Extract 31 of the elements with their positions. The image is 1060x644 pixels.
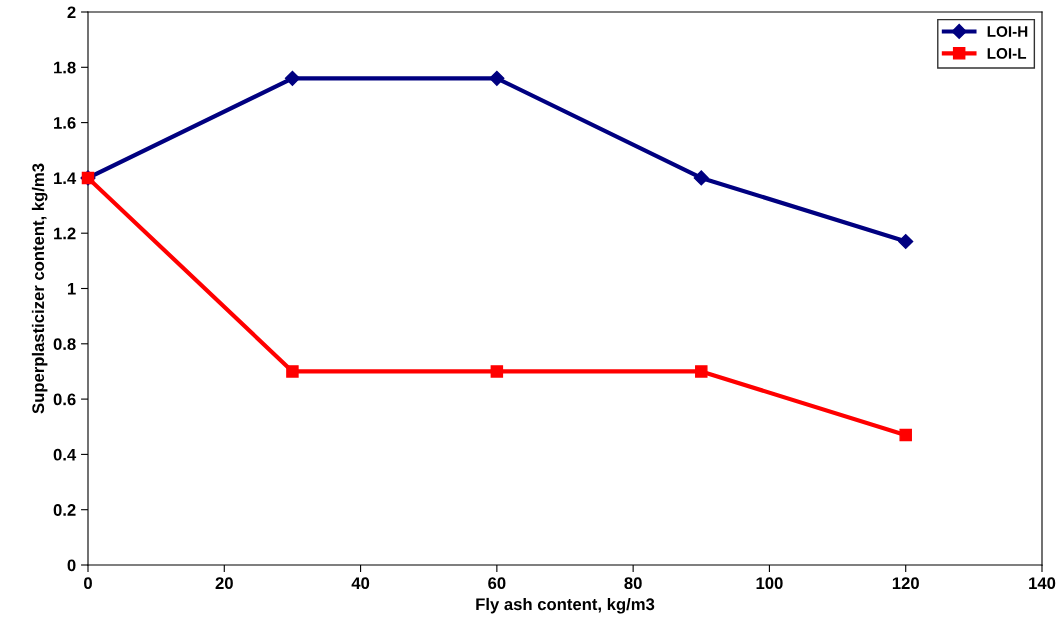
y-tick-label: 0 (67, 559, 76, 572)
y-tick-label: 1.2 (54, 227, 76, 240)
legend-label: LOI-L (987, 48, 1027, 59)
y-tick-label: 0.6 (53, 393, 76, 406)
x-tick-label: 80 (624, 577, 642, 590)
x-axis-title: Fly ash content, kg/m3 (476, 597, 655, 614)
point (898, 233, 914, 250)
point (693, 170, 709, 186)
y-tick-label: 1 (67, 283, 76, 295)
legend-label: LOI-H (987, 26, 1028, 37)
x-tick-label: 60 (488, 577, 506, 590)
y-tick-label: 0.4 (53, 448, 77, 461)
point (286, 365, 299, 378)
point (695, 365, 708, 378)
x-tick-label: 100 (756, 577, 783, 590)
x-tick-label: 20 (215, 577, 233, 590)
x-tick-label: 140 (1029, 577, 1056, 590)
point (899, 428, 912, 442)
y-tick-label: 1.8 (54, 61, 76, 74)
y-axis-title: Superplasticizer content, kg/m3 (31, 163, 48, 414)
point (490, 365, 504, 378)
y-tick-label: 1.4 (54, 172, 77, 184)
y-tick-label: 2 (67, 6, 76, 19)
point (284, 70, 300, 86)
y-tick-label: 0.2 (53, 504, 76, 516)
x-tick-label: 0 (84, 577, 92, 590)
x-tick-label: 40 (351, 577, 370, 590)
y-tick-label: 1.6 (54, 117, 76, 129)
x-tick-label: 120 (892, 577, 919, 590)
y-tick-label: 0.8 (53, 338, 76, 350)
point (489, 70, 505, 86)
